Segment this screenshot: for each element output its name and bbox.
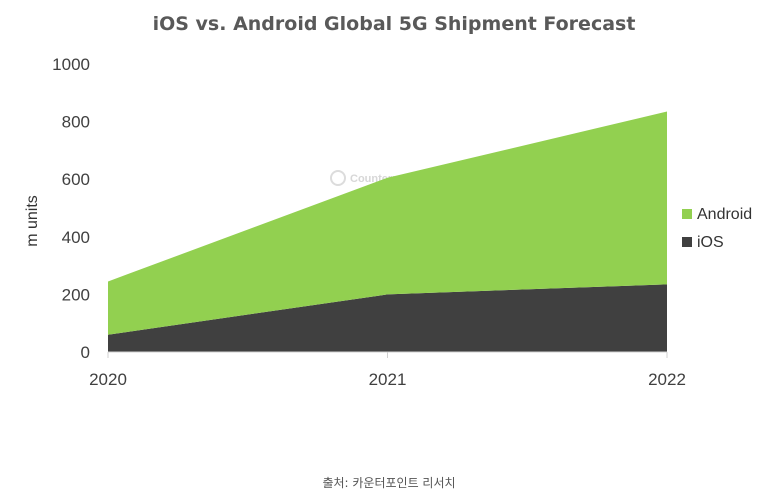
legend-swatch-ios <box>682 237 692 247</box>
x-tick-label: 2021 <box>369 370 407 389</box>
y-axis: 0 200 400 600 800 1000 <box>52 55 90 362</box>
legend-swatch-android <box>682 209 692 219</box>
x-tick-label: 2020 <box>89 370 127 389</box>
area-ios <box>108 284 667 352</box>
chart-title: iOS vs. Android Global 5G Shipment Forec… <box>153 13 636 35</box>
chart-areas <box>108 111 667 352</box>
x-tick-label: 2022 <box>648 370 686 389</box>
legend-label-android: Android <box>697 206 752 223</box>
y-axis-label: m units <box>24 195 41 247</box>
y-tick-label: 1000 <box>52 55 90 74</box>
x-axis: 2020 2021 2022 <box>89 351 686 389</box>
legend-label-ios: iOS <box>697 234 724 251</box>
y-tick-label: 600 <box>62 170 90 189</box>
y-tick-label: 400 <box>62 228 90 247</box>
legend: Android iOS <box>682 206 752 251</box>
y-tick-label: 200 <box>62 285 90 304</box>
area-android <box>108 111 667 335</box>
watermark-logo-icon <box>330 170 346 186</box>
source-note: 출처: 카운터포인트 리서치 <box>322 476 456 490</box>
y-tick-label: 0 <box>81 343 90 362</box>
y-tick-label: 800 <box>62 113 90 132</box>
